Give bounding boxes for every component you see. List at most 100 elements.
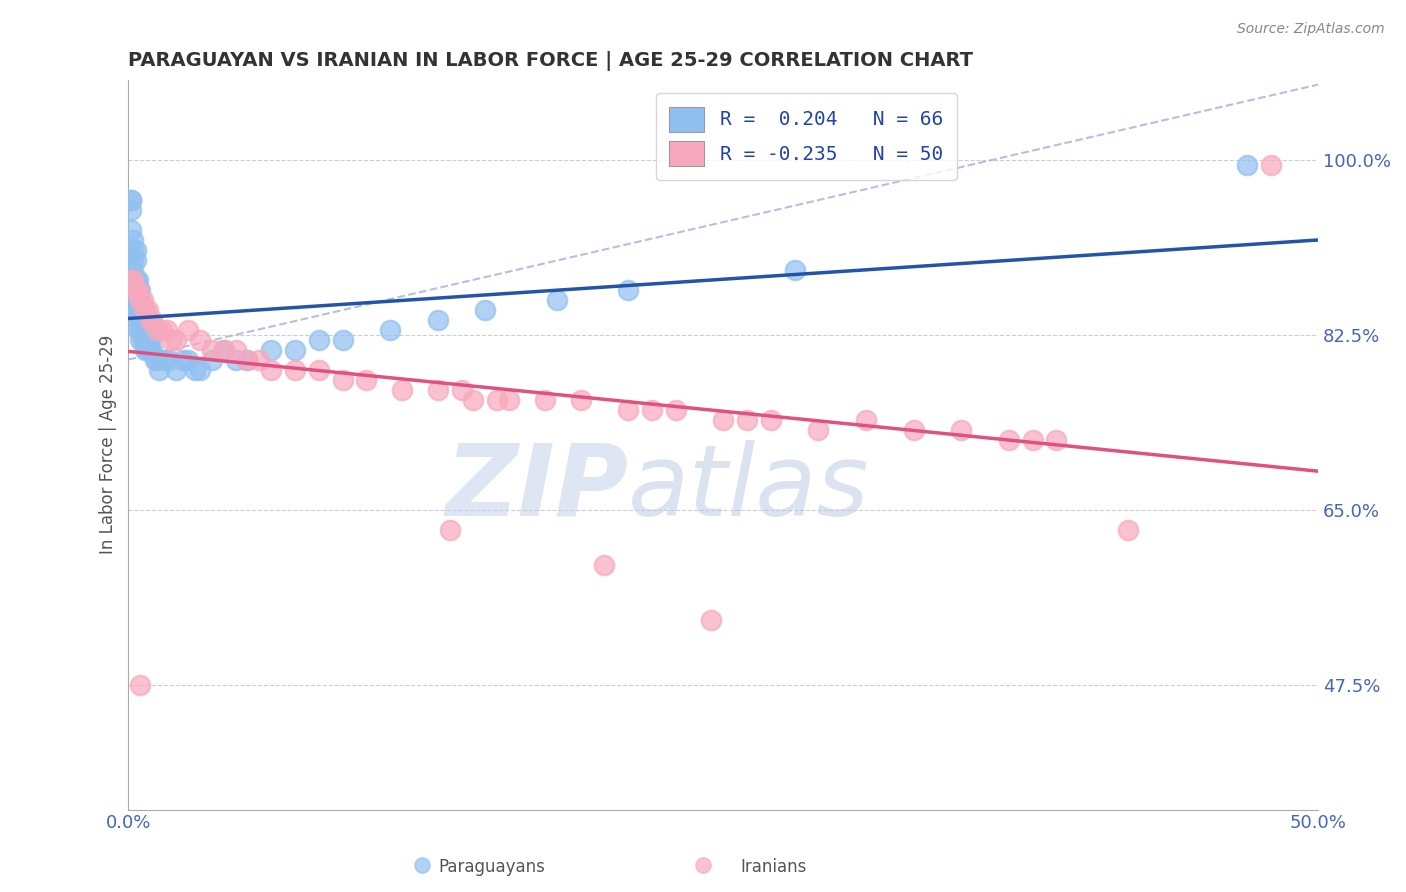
Point [692,858,714,872]
Point [148,362,170,376]
Point [225,352,247,367]
Point [463,392,485,407]
Point [122,262,145,277]
Point [146,322,169,336]
Point [284,343,307,357]
Point [160,333,183,347]
Point [260,343,283,357]
Point [569,392,592,407]
Point [177,352,200,367]
Point [236,352,259,367]
Point [129,333,152,347]
Point [122,272,145,286]
Text: atlas: atlas [628,440,870,537]
Point [134,312,156,326]
Point [122,272,145,286]
Text: Iranians: Iranians [740,858,807,876]
Point [129,677,152,691]
Point [134,343,156,357]
Point [534,392,557,407]
Legend: R =  0.204   N = 66, R = -0.235   N = 50: R = 0.204 N = 66, R = -0.235 N = 50 [655,93,956,180]
Point [127,322,149,336]
Point [139,343,162,357]
Point [150,322,173,336]
Point [132,293,155,307]
Point [188,362,211,376]
Point [165,362,187,376]
Point [498,392,520,407]
Point [122,233,145,247]
Point [236,352,259,367]
Point [641,402,664,417]
Point [426,383,449,397]
Point [127,283,149,297]
Point [129,302,152,317]
Point [141,312,163,326]
Point [1021,433,1043,447]
Point [129,293,152,307]
Point [332,333,354,347]
Point [308,333,330,347]
Point [136,333,159,347]
Point [1116,523,1139,537]
Point [124,252,146,267]
Point [124,272,146,286]
Point [225,343,247,357]
Point [486,392,509,407]
Point [356,373,378,387]
Point [155,322,177,336]
Point [1045,433,1067,447]
Point [1260,157,1282,171]
Point [735,412,758,426]
Point [132,302,155,317]
Text: PARAGUAYAN VS IRANIAN IN LABOR FORCE | AGE 25-29 CORRELATION CHART: PARAGUAYAN VS IRANIAN IN LABOR FORCE | A… [128,51,973,70]
Point [143,352,166,367]
Point [132,333,155,347]
Point [122,283,145,297]
Point [139,333,162,347]
Point [308,362,330,376]
Point [759,412,782,426]
Point [1236,157,1258,171]
Point [129,322,152,336]
Point [124,283,146,297]
Point [284,362,307,376]
Point [184,362,207,376]
Point [127,283,149,297]
Point [617,402,640,417]
Point [120,272,142,286]
Point [122,252,145,267]
Point [201,343,224,357]
Point [129,283,152,297]
Point [129,312,152,326]
Point [146,352,169,367]
Point [127,302,149,317]
Point [380,322,402,336]
Point [711,412,734,426]
Point [124,302,146,317]
Text: ZIP: ZIP [446,440,628,537]
Point [665,402,688,417]
Point [124,243,146,257]
Point [391,383,413,397]
Point [157,352,180,367]
Point [411,858,433,872]
Point [122,243,145,257]
Point [132,322,155,336]
Point [124,283,146,297]
Point [260,362,283,376]
Point [783,262,806,277]
Point [188,333,211,347]
Point [617,283,640,297]
Point [132,312,155,326]
Point [177,322,200,336]
Point [120,193,142,207]
Point [855,412,877,426]
Point [120,202,142,217]
Point [134,333,156,347]
Point [212,343,235,357]
Point [807,423,830,437]
Point [201,352,224,367]
Point [120,193,142,207]
Point [120,222,142,236]
